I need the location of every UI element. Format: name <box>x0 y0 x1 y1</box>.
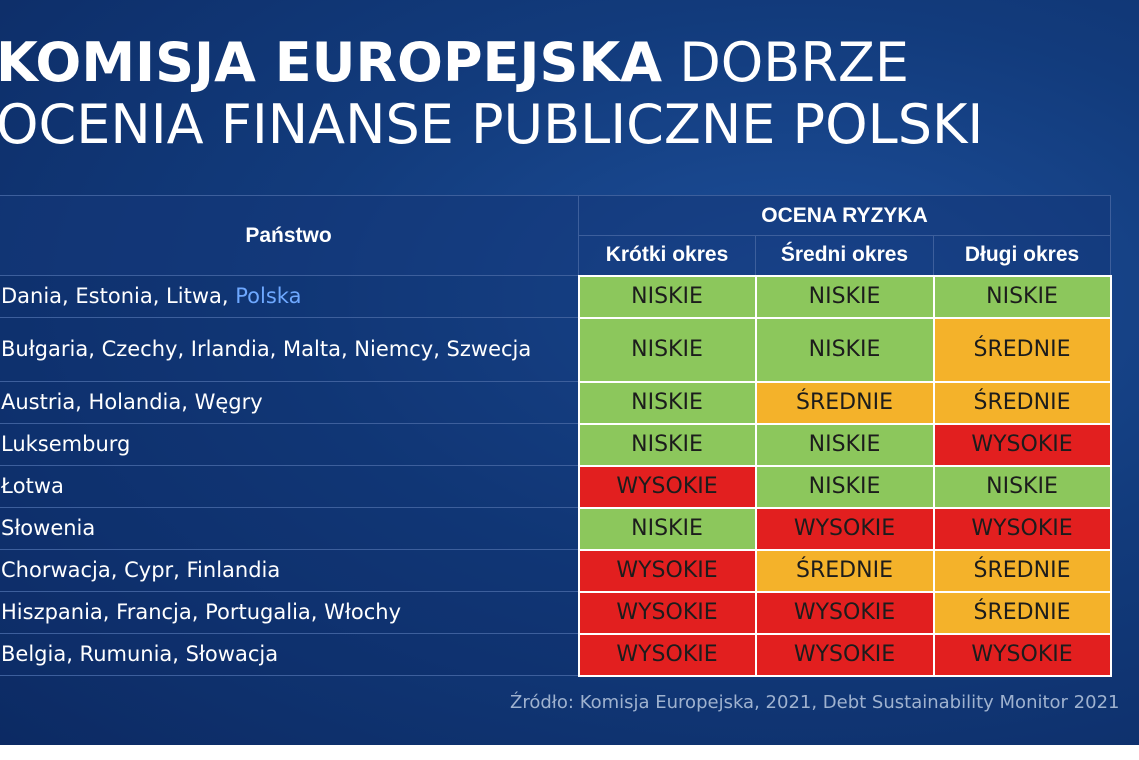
risk-level-cell: NISKIE <box>577 422 757 467</box>
table-row: Łotwa WYSOKIE NISKIE NISKIE <box>0 464 1112 509</box>
risk-level-cell: WYSOKIE <box>754 590 935 635</box>
country-cell: Hiszpania, Francja, Portugalia, Włochy <box>0 591 579 634</box>
table-row: Hiszpania, Francja, Portugalia, Włochy WY… <box>0 590 1112 635</box>
table-row: Dania, Estonia, Litwa, Polska NISKIE NISKI… <box>0 274 1112 319</box>
risk-level-cell: NISKIE <box>577 316 757 383</box>
title-light-part: DOBRZE <box>662 31 909 94</box>
country-names: Bułgaria, Czechy, Irlandia, Malta, Niemc… <box>1 337 532 361</box>
medium-term-header: Średni okres <box>755 235 934 276</box>
risk-level-cell: ŚREDNIE <box>932 316 1112 383</box>
country-cell: Bułgaria, Czechy, Irlandia, Malta, Niemc… <box>0 317 579 382</box>
highlighted-country: Polska <box>235 284 302 308</box>
country-names: Dania, Estonia, Litwa, <box>1 284 236 308</box>
risk-level-cell: WYSOKIE <box>577 590 757 635</box>
risk-level-cell: ŚREDNIE <box>932 548 1112 593</box>
risk-level-cell: WYSOKIE <box>932 422 1112 467</box>
country-names: Hiszpania, Francja, Portugalia, Włochy <box>1 600 402 624</box>
risk-level-cell: WYSOKIE <box>577 632 757 677</box>
table-row: Chorwacja, Cypr, Finlandia WYSOKIE ŚREDNIE… <box>0 548 1112 593</box>
risk-level-cell: WYSOKIE <box>577 548 757 593</box>
risk-level-cell: ŚREDNIE <box>932 590 1112 635</box>
risk-level-cell: WYSOKIE <box>577 464 757 509</box>
risk-level-cell: NISKIE <box>577 380 757 425</box>
country-column-header: Państwo <box>0 195 579 276</box>
risk-assessment-header: OCENA RYZYKA <box>577 195 1112 236</box>
risk-level-cell: NISKIE <box>932 274 1112 319</box>
risk-level-cell: ŚREDNIE <box>754 380 935 425</box>
risk-assessment-table: Państwo OCENA RYZYKA Krótki okres Średni… <box>0 195 1112 677</box>
risk-level-cell: NISKIE <box>754 316 935 383</box>
country-cell: Dania, Estonia, Litwa, Polska <box>0 275 579 318</box>
risk-level-cell: NISKIE <box>754 422 935 467</box>
country-cell: Chorwacja, Cypr, Finlandia <box>0 549 579 592</box>
source-note: Źródło: Komisja Europejska, 2021, Debt S… <box>510 692 1120 713</box>
risk-level-cell: NISKIE <box>577 506 757 551</box>
risk-level-cell: WYSOKIE <box>754 506 935 551</box>
country-names: Luksemburg <box>1 432 131 456</box>
country-cell: Austria, Holandia, Węgry <box>0 381 579 424</box>
table-row: Słowenia NISKIE WYSOKIE WYSOKIE <box>0 506 1112 551</box>
table-row: Belgia, Rumunia, Słowacja WYSOKIE WYSOKIE W… <box>0 632 1112 677</box>
table-row: Luksemburg NISKIE NISKIE WYSOKIE <box>0 422 1112 467</box>
risk-level-cell: NISKIE <box>932 464 1112 509</box>
risk-level-cell: ŚREDNIE <box>754 548 935 593</box>
country-names: Belgia, Rumunia, Słowacja <box>1 642 279 666</box>
short-term-header: Krótki okres <box>578 235 756 276</box>
country-cell: Słowenia <box>0 507 579 550</box>
risk-level-cell: ŚREDNIE <box>932 380 1112 425</box>
risk-level-cell: WYSOKIE <box>754 632 935 677</box>
page-title: KOMISJA EUROPEJSKA DOBRZE OCENIA FINANSE… <box>0 32 1139 156</box>
table-row: Bułgaria, Czechy, Irlandia, Malta, Niemc… <box>0 316 1112 383</box>
country-names: Łotwa <box>1 474 64 498</box>
country-names: Chorwacja, Cypr, Finlandia <box>1 558 281 582</box>
country-names: Austria, Holandia, Węgry <box>1 390 263 414</box>
risk-level-cell: NISKIE <box>754 274 935 319</box>
table-row: Austria, Holandia, Węgry NISKIE ŚREDNIE ŚRE… <box>0 380 1112 425</box>
title-second-line: OCENIA FINANSE PUBLICZNE POLSKI <box>0 93 984 156</box>
country-cell: Łotwa <box>0 465 579 508</box>
title-bold-part: KOMISJA EUROPEJSKA <box>0 31 663 94</box>
country-cell: Luksemburg <box>0 423 579 466</box>
country-names: Słowenia <box>1 516 96 540</box>
country-cell: Belgia, Rumunia, Słowacja <box>0 633 579 676</box>
risk-level-cell: NISKIE <box>754 464 935 509</box>
risk-level-cell: NISKIE <box>577 274 757 319</box>
risk-level-cell: WYSOKIE <box>932 632 1112 677</box>
long-term-header: Długi okres <box>932 235 1112 276</box>
risk-level-cell: WYSOKIE <box>932 506 1112 551</box>
